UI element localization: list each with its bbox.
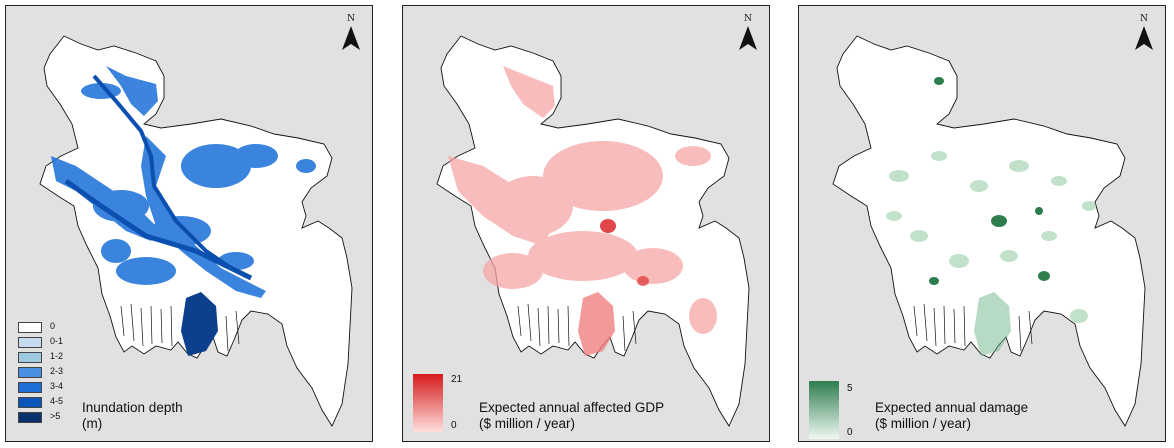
ramp-min-label: 0 — [847, 427, 853, 438]
legend-label: >5 — [50, 411, 61, 421]
legend-title-line1: Inundation depth — [82, 400, 183, 415]
north-arrow: N — [737, 14, 759, 54]
legend-label: 2-3 — [50, 366, 64, 376]
north-arrow-icon — [739, 26, 757, 50]
legend-swatch — [18, 382, 42, 393]
map-panel-inundation-depth: N 0 0-1 1-2 2-3 3-4 4-5 — [5, 5, 373, 442]
legend-label: 4-5 — [50, 396, 64, 406]
legend-swatch — [18, 397, 42, 408]
gdp-color-ramp — [413, 374, 443, 432]
damage-color-ramp — [809, 381, 839, 439]
north-arrow-icon — [342, 26, 360, 50]
legend-title: Expected annual damage ($ million / year… — [875, 400, 1028, 432]
legend-label: 0 — [50, 321, 56, 331]
north-label: N — [347, 14, 355, 24]
bangladesh-map — [436, 35, 750, 427]
legend-swatch — [18, 337, 42, 348]
bangladesh-map — [39, 35, 353, 427]
legend-title-line1: Expected annual damage — [875, 400, 1029, 415]
legend-swatch — [18, 352, 42, 363]
affected-gdp-areas — [448, 66, 717, 334]
legend-title-line2: ($ million / year) — [875, 416, 972, 431]
legend-swatch — [18, 367, 42, 378]
ramp-max-label: 21 — [451, 374, 463, 385]
coastline-delta — [517, 303, 637, 352]
coastline-delta — [913, 303, 1033, 352]
ramp-min-label: 0 — [451, 420, 457, 431]
north-arrow: N — [1133, 14, 1155, 54]
north-arrow-icon — [1135, 26, 1153, 50]
north-label: N — [744, 14, 752, 24]
legend-title: Expected annual affected GDP ($ million … — [479, 400, 664, 432]
damage-areas-light — [886, 151, 1096, 323]
legend-title: Inundation depth (m) — [82, 400, 183, 432]
legend-swatch — [18, 412, 42, 423]
legend-title-line2: (m) — [82, 416, 103, 431]
north-label: N — [1140, 14, 1148, 24]
legend-title-line2: ($ million / year) — [479, 416, 576, 431]
ramp-max-label: 5 — [847, 383, 853, 394]
damage-areas-dark — [929, 77, 1050, 285]
legend-title-line1: Expected annual affected GDP — [479, 400, 665, 415]
inundation-areas — [51, 66, 316, 298]
legend-label: 3-4 — [50, 381, 64, 391]
legend-swatch — [18, 322, 42, 333]
legend-label: 1-2 — [50, 351, 64, 361]
legend-label: 0-1 — [50, 336, 64, 346]
map-panel-affected-gdp: N 21 0 Expected annual affected GDP ($ m… — [402, 5, 770, 442]
map-panel-annual-damage: N 5 0 Expected annual damage ($ million … — [798, 5, 1166, 442]
bangladesh-map — [832, 35, 1146, 427]
north-arrow: N — [340, 14, 362, 54]
coastline-delta — [120, 303, 240, 352]
